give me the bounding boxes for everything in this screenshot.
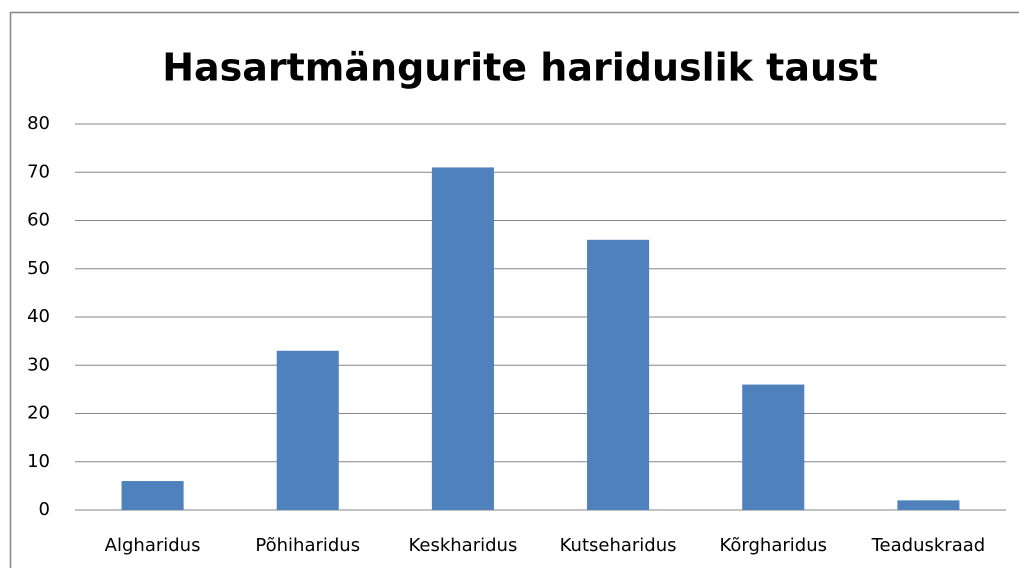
y-tick-label: 10 (27, 451, 50, 472)
y-tick-label: 60 (27, 210, 50, 231)
chart-title: Hasartmängurite hariduslik taust (162, 46, 878, 90)
bar (742, 384, 805, 510)
y-tick-label: 70 (27, 161, 50, 182)
x-tick-label: Kutseharidus (560, 535, 677, 556)
x-tick-label: Teaduskraad (871, 535, 986, 556)
x-tick-label: Põhiharidus (255, 535, 360, 556)
y-tick-label: 20 (27, 403, 50, 424)
y-tick-label: 50 (27, 258, 50, 279)
bar (276, 350, 339, 510)
bar (587, 239, 650, 511)
y-tick-label: 30 (27, 354, 50, 375)
bar (121, 481, 184, 510)
x-tick-label: Kõrgharidus (720, 535, 827, 556)
chart-frame (9, 11, 1019, 568)
bar (431, 167, 494, 511)
y-tick-label: 80 (27, 113, 50, 134)
bar (897, 500, 960, 510)
y-tick-label: 40 (27, 306, 50, 327)
y-tick-label: 0 (39, 499, 50, 520)
x-tick-label: Keskharidus (408, 535, 517, 556)
x-tick-label: Algharidus (105, 535, 201, 556)
